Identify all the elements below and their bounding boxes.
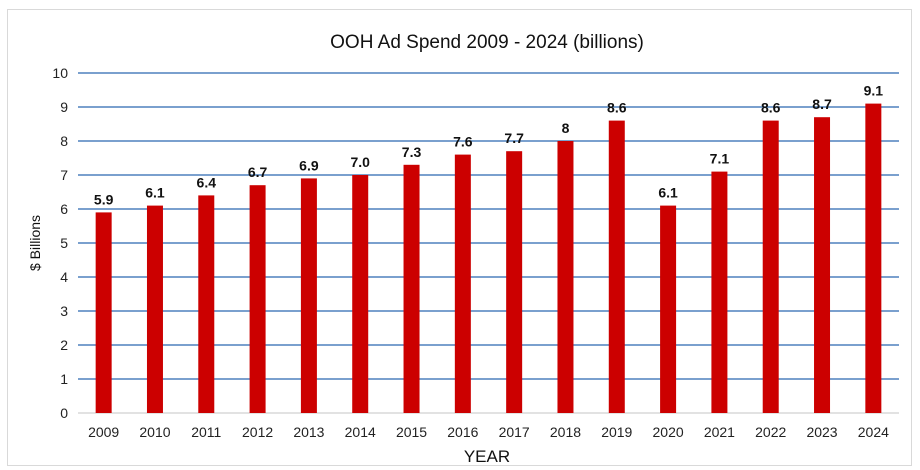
bar-2018 bbox=[557, 141, 574, 413]
x-tick-label: 2021 bbox=[704, 424, 735, 440]
x-tick-label: 2009 bbox=[88, 424, 119, 440]
y-tick-label: 8 bbox=[60, 133, 68, 149]
data-label: 6.1 bbox=[658, 185, 678, 201]
y-tick-label: 2 bbox=[60, 337, 68, 353]
data-label: 9.1 bbox=[864, 83, 884, 99]
data-label: 7.6 bbox=[453, 134, 473, 150]
bar-2020 bbox=[660, 205, 677, 413]
data-label: 6.9 bbox=[299, 157, 319, 173]
data-label: 6.1 bbox=[145, 185, 165, 201]
y-tick-label: 6 bbox=[60, 201, 68, 217]
y-tick-label: 4 bbox=[60, 269, 68, 285]
bar-2014 bbox=[352, 175, 369, 413]
bar-2021 bbox=[711, 171, 728, 413]
y-axis-label: $ Billions bbox=[27, 215, 43, 271]
x-tick-label: 2020 bbox=[653, 424, 684, 440]
y-tick-label: 3 bbox=[60, 303, 68, 319]
x-tick-label: 2017 bbox=[499, 424, 530, 440]
y-tick-label: 5 bbox=[60, 235, 68, 251]
y-tick-label: 9 bbox=[60, 99, 68, 115]
x-tick-label: 2016 bbox=[447, 424, 478, 440]
chart-title: OOH Ad Spend 2009 - 2024 (billions) bbox=[330, 32, 644, 53]
bar-2010 bbox=[146, 205, 163, 413]
x-tick-label: 2013 bbox=[293, 424, 324, 440]
x-tick-label: 2011 bbox=[191, 424, 221, 440]
x-tick-label: 2022 bbox=[755, 424, 786, 440]
bar-2015 bbox=[403, 164, 420, 413]
y-tick-label: 0 bbox=[60, 405, 68, 421]
x-tick-label: 2019 bbox=[601, 424, 632, 440]
data-label: 6.7 bbox=[248, 164, 268, 180]
data-label: 7.1 bbox=[710, 151, 730, 167]
data-label: 5.9 bbox=[94, 191, 114, 207]
chart-frame bbox=[7, 9, 912, 466]
bar-2012 bbox=[249, 185, 266, 413]
bar-2011 bbox=[198, 195, 215, 413]
bar-2017 bbox=[506, 151, 523, 413]
x-tick-label: 2023 bbox=[806, 424, 837, 440]
bar-2024 bbox=[865, 103, 882, 413]
bar-2016 bbox=[454, 154, 471, 413]
bar-2009 bbox=[95, 212, 112, 413]
data-label: 8.7 bbox=[812, 96, 832, 112]
x-tick-label: 2015 bbox=[396, 424, 427, 440]
x-axis-label: YEAR bbox=[464, 447, 510, 466]
data-label: 8.6 bbox=[607, 100, 627, 116]
data-label: 8.6 bbox=[761, 100, 781, 116]
data-label: 7.7 bbox=[504, 130, 524, 146]
data-label: 6.4 bbox=[197, 174, 217, 190]
data-label: 7.3 bbox=[402, 144, 422, 160]
x-tick-label: 2012 bbox=[242, 424, 273, 440]
bar-2013 bbox=[300, 178, 317, 413]
x-tick-label: 2024 bbox=[858, 424, 889, 440]
x-tick-label: 2018 bbox=[550, 424, 581, 440]
bar-2019 bbox=[608, 120, 625, 413]
bar-2022 bbox=[762, 120, 779, 413]
y-tick-label: 10 bbox=[52, 65, 68, 81]
x-tick-label: 2014 bbox=[345, 424, 376, 440]
bar-2023 bbox=[814, 117, 831, 413]
data-label: 8 bbox=[562, 120, 570, 136]
data-label: 7.0 bbox=[350, 154, 370, 170]
y-tick-label: 7 bbox=[60, 167, 68, 183]
y-tick-label: 1 bbox=[60, 371, 68, 387]
x-tick-label: 2010 bbox=[139, 424, 170, 440]
